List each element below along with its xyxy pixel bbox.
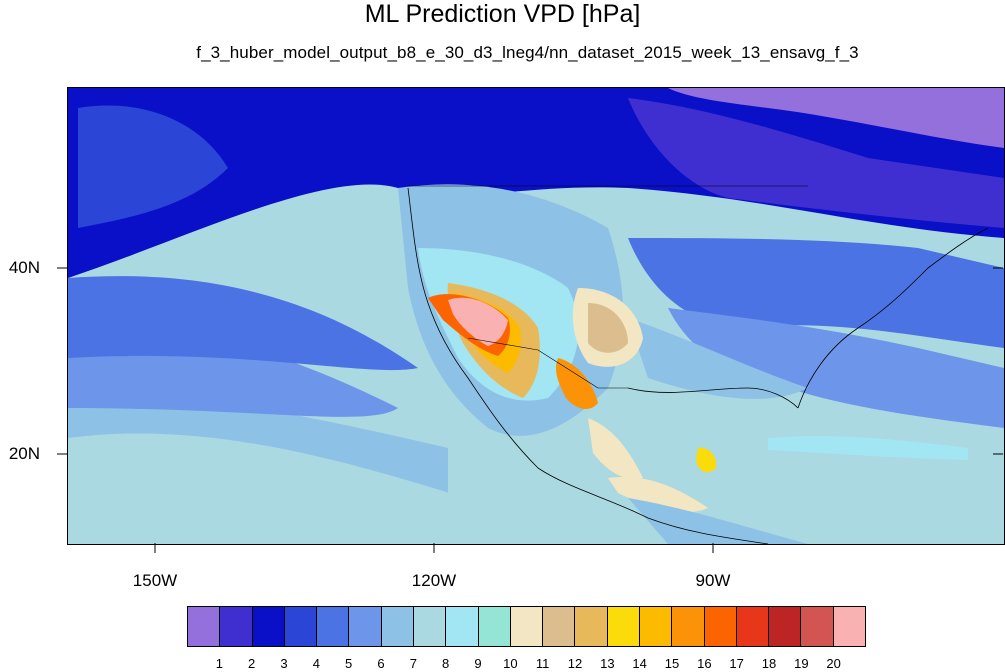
- band-10-pacific-coast-mexico: [608, 477, 708, 513]
- colorbar-swatch-19: [769, 607, 802, 646]
- colorbar-label-19: 19: [794, 656, 809, 671]
- band-16-mexico-plateau: [555, 358, 598, 410]
- colorbar-label-14: 14: [632, 656, 647, 671]
- lat-tick-label-40n: 40N: [8, 258, 40, 277]
- lat-tick-label-20n: 20N: [8, 444, 40, 463]
- band-5-southeast-us: [668, 308, 1004, 428]
- colorbar-swatch-1: [188, 607, 221, 646]
- colorbar-label-3: 3: [280, 656, 288, 671]
- colorbar-label-8: 8: [442, 656, 450, 671]
- colorbar-swatch-21: [833, 607, 865, 646]
- map-panel: [67, 87, 1005, 545]
- band-6-central-america: [628, 498, 808, 544]
- colorbar-swatch-18: [736, 607, 770, 646]
- colorbar-label-2: 2: [248, 656, 256, 671]
- band-7-south-pacific: [68, 433, 508, 544]
- colorbar-swatch-9: [446, 607, 479, 646]
- colorbar-label-10: 10: [503, 656, 518, 671]
- lon-tick-label-90w: 90W: [695, 571, 731, 590]
- colorbar-swatch-12: [543, 607, 576, 646]
- chart-title: ML Prediction VPD [hPa]: [364, 0, 641, 28]
- lon-tick-label-120w: 120W: [411, 571, 457, 590]
- colorbar-swatch-13: [575, 607, 608, 646]
- colorbar-swatch-5: [317, 607, 350, 646]
- band-12-high-plains-core: [588, 303, 628, 353]
- colorbar-swatch-8: [413, 607, 447, 646]
- colorbar-swatch-7: [381, 607, 414, 646]
- colorbar-label-12: 12: [567, 656, 583, 671]
- coastline-gulf: [627, 387, 799, 409]
- colorbar: [187, 606, 866, 647]
- colorbar-label-15: 15: [664, 656, 680, 671]
- colorbar-label-11: 11: [535, 656, 550, 671]
- colorbar-label-5: 5: [345, 656, 353, 671]
- band-10-central-mexico: [588, 418, 643, 480]
- colorbar-swatch-16: [672, 607, 705, 646]
- colorbar-label-17: 17: [729, 656, 744, 671]
- band-4-gulf-alaska: [78, 105, 228, 228]
- colorbar-label-4: 4: [312, 656, 320, 671]
- colorbar-swatch-17: [704, 607, 737, 646]
- colorbar-label-20: 20: [826, 656, 841, 671]
- band-14-yucatan: [696, 447, 717, 473]
- band-20-mojave: [448, 297, 508, 346]
- colorbar-swatch-10: [478, 607, 511, 646]
- lon-tick-label-150w: 150W: [132, 571, 178, 590]
- colorbar-swatch-15: [639, 607, 673, 646]
- border-us-mexico: [467, 337, 628, 389]
- colorbar-label-13: 13: [600, 656, 615, 671]
- band-4-pacific: [68, 276, 418, 371]
- colorbar-label-1: 1: [215, 656, 223, 671]
- band-2-canada: [628, 98, 1004, 228]
- colorbar-swatch-2: [220, 607, 253, 646]
- coastline-west-us: [407, 187, 769, 544]
- colorbar-swatch-14: [607, 607, 640, 646]
- vpd-field-map: [68, 88, 1004, 544]
- colorbar-swatch-6: [349, 607, 382, 646]
- band-1-hudson-bay: [668, 88, 1004, 148]
- chart-subtitle: f_3_huber_model_output_b8_e_30_d3_lneg4/…: [196, 43, 859, 62]
- coastline-east-us: [797, 227, 989, 409]
- colorbar-swatch-4: [284, 607, 318, 646]
- colorbar-label-7: 7: [409, 656, 417, 671]
- colorbar-swatch-3: [252, 607, 285, 646]
- band-6-gulf-coast: [628, 318, 808, 399]
- colorbar-label-16: 16: [697, 656, 712, 671]
- band-9-caribbean: [768, 436, 968, 460]
- colorbar-swatch-11: [510, 607, 544, 646]
- colorbar-label-9: 9: [474, 656, 482, 671]
- colorbar-label-6: 6: [377, 656, 385, 671]
- colorbar-label-18: 18: [761, 656, 777, 671]
- colorbar-swatch-20: [801, 607, 834, 646]
